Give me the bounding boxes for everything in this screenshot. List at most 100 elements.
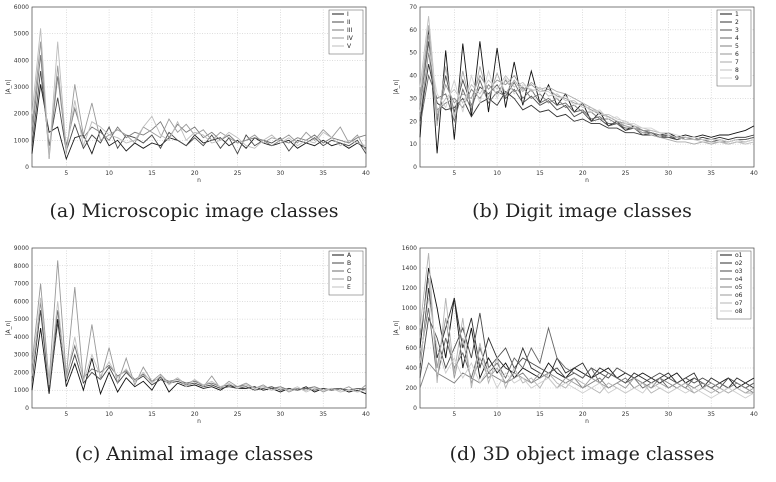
legend-box xyxy=(716,250,752,320)
y-tick-label: 1000 xyxy=(402,305,417,312)
y-tick-label: 10 xyxy=(409,141,417,148)
x-tick-label: 25 xyxy=(622,170,630,177)
legend-entry: B xyxy=(347,260,351,267)
series-line-o8 xyxy=(419,297,755,399)
y-tick-label: 5000 xyxy=(14,316,29,323)
y-tick-label: 3000 xyxy=(14,84,29,91)
legend-entry: C xyxy=(347,268,351,275)
x-tick-label: 15 xyxy=(536,170,544,177)
y-tick-label: 4000 xyxy=(14,334,29,341)
series-line-9 xyxy=(419,48,755,143)
series-line-E xyxy=(31,297,367,393)
x-tick-label: 5 xyxy=(64,170,68,177)
chart-panel-d: 0 200 400 600 800 1000 1200 1400 1600 5 10 15 20 25 30… xyxy=(388,241,776,482)
y-tick-label: 60 xyxy=(409,27,417,34)
x-tick-label: 15 xyxy=(148,411,156,418)
x-axis-label: n xyxy=(197,177,201,184)
legend-entry: V xyxy=(347,43,352,50)
x-tick-label: 15 xyxy=(536,411,544,418)
y-tick-label: 2000 xyxy=(14,369,29,376)
y-axis-label: |A_n| xyxy=(5,80,12,95)
x-tick-label: 25 xyxy=(622,411,630,418)
x-tick-label: 40 xyxy=(362,170,370,177)
y-tick-label: 1400 xyxy=(402,265,417,272)
legend-entry: o6 xyxy=(735,292,743,299)
legend-box xyxy=(716,9,752,87)
chart-panel-c: 0 1000 2000 3000 4000 5000 6000 7000 8000 9000 5 10… xyxy=(0,241,388,482)
y-tick-label: 1600 xyxy=(402,245,417,252)
y-tick-label: 400 xyxy=(406,365,418,372)
legend-box xyxy=(328,250,364,296)
legend-entry: III xyxy=(347,27,353,34)
x-tick-label: 5 xyxy=(452,411,456,418)
y-tick-label: 9000 xyxy=(14,245,29,252)
legend-entry: o8 xyxy=(735,308,743,315)
x-tick-label: 5 xyxy=(64,411,68,418)
legend-entry: 4 xyxy=(735,35,739,42)
y-tick-label: 50 xyxy=(409,50,417,57)
legend-entry: 6 xyxy=(735,51,739,58)
x-tick-label: 25 xyxy=(234,411,242,418)
y-tick-label: 0 xyxy=(25,405,29,412)
legend-entry: o1 xyxy=(735,252,743,259)
x-tick-label: 30 xyxy=(277,170,285,177)
x-tick-label: 35 xyxy=(707,170,715,177)
y-tick-label: 1000 xyxy=(14,137,29,144)
y-tick-label: 30 xyxy=(409,95,417,102)
x-axis-label: n xyxy=(585,418,589,425)
y-tick-label: 1000 xyxy=(14,387,29,394)
plot-frame xyxy=(31,247,367,409)
series-line-V xyxy=(31,28,367,157)
series-line-IV xyxy=(31,41,367,160)
legend-entry: E xyxy=(347,284,351,291)
x-tick-label: 20 xyxy=(191,170,199,177)
chart-c: 0 1000 2000 3000 4000 5000 6000 7000 8000 9000 5 10… xyxy=(5,245,370,425)
legend-entry: 2 xyxy=(735,19,739,26)
series-line-7 xyxy=(419,25,755,145)
chart-panel-b: 0 10 20 30 40 50 60 70 5 10 15 20 25 30 35 40 n |A_n| 1 2 3 4… xyxy=(388,0,776,241)
x-tick-label: 10 xyxy=(105,170,113,177)
legend-entry: o3 xyxy=(735,268,743,275)
x-tick-label: 40 xyxy=(750,170,758,177)
legend-entry: 7 xyxy=(735,59,739,66)
y-axis-label: |A_n| xyxy=(393,321,400,336)
x-tick-label: 30 xyxy=(665,170,673,177)
legend-entry: IV xyxy=(347,35,354,42)
y-tick-label: 5000 xyxy=(14,31,29,38)
legend-entry: o4 xyxy=(735,276,743,283)
x-tick-label: 20 xyxy=(579,170,587,177)
y-tick-label: 3000 xyxy=(14,352,29,359)
chart-panel-a: 0 1000 2000 3000 4000 5000 6000 5 10 15 20 25 30 35 40… xyxy=(0,0,388,241)
y-tick-label: 4000 xyxy=(14,57,29,64)
y-tick-label: 0 xyxy=(25,164,29,171)
legend-entry: A xyxy=(347,252,352,259)
y-tick-label: 70 xyxy=(409,4,417,11)
x-tick-label: 40 xyxy=(362,411,370,418)
legend-entry: o7 xyxy=(735,300,743,307)
x-axis-label: n xyxy=(585,177,589,184)
legend-entry: 5 xyxy=(735,43,739,50)
x-tick-label: 30 xyxy=(665,411,673,418)
series-line-II xyxy=(31,70,367,155)
legend-entry: II xyxy=(347,19,351,26)
legend-entry: o5 xyxy=(735,284,743,291)
y-tick-label: 200 xyxy=(406,385,418,392)
legend-entry: 8 xyxy=(735,67,739,74)
x-tick-label: 35 xyxy=(319,170,327,177)
y-tick-label: 0 xyxy=(413,164,417,171)
x-tick-label: 10 xyxy=(493,170,501,177)
x-tick-label: 25 xyxy=(234,170,242,177)
y-tick-label: 6000 xyxy=(14,4,29,11)
y-axis-label: |A_n| xyxy=(5,321,12,336)
x-tick-label: 40 xyxy=(750,411,758,418)
y-tick-label: 1200 xyxy=(402,285,417,292)
x-tick-label: 5 xyxy=(452,170,456,177)
y-tick-label: 600 xyxy=(406,345,418,352)
y-tick-label: 6000 xyxy=(14,298,29,305)
x-axis-label: n xyxy=(197,418,201,425)
legend-entry: 1 xyxy=(735,11,739,18)
series-line-o4 xyxy=(419,307,755,389)
legend-entry: 9 xyxy=(735,75,739,82)
legend-entry: D xyxy=(347,276,352,283)
series-line-D xyxy=(31,260,367,393)
